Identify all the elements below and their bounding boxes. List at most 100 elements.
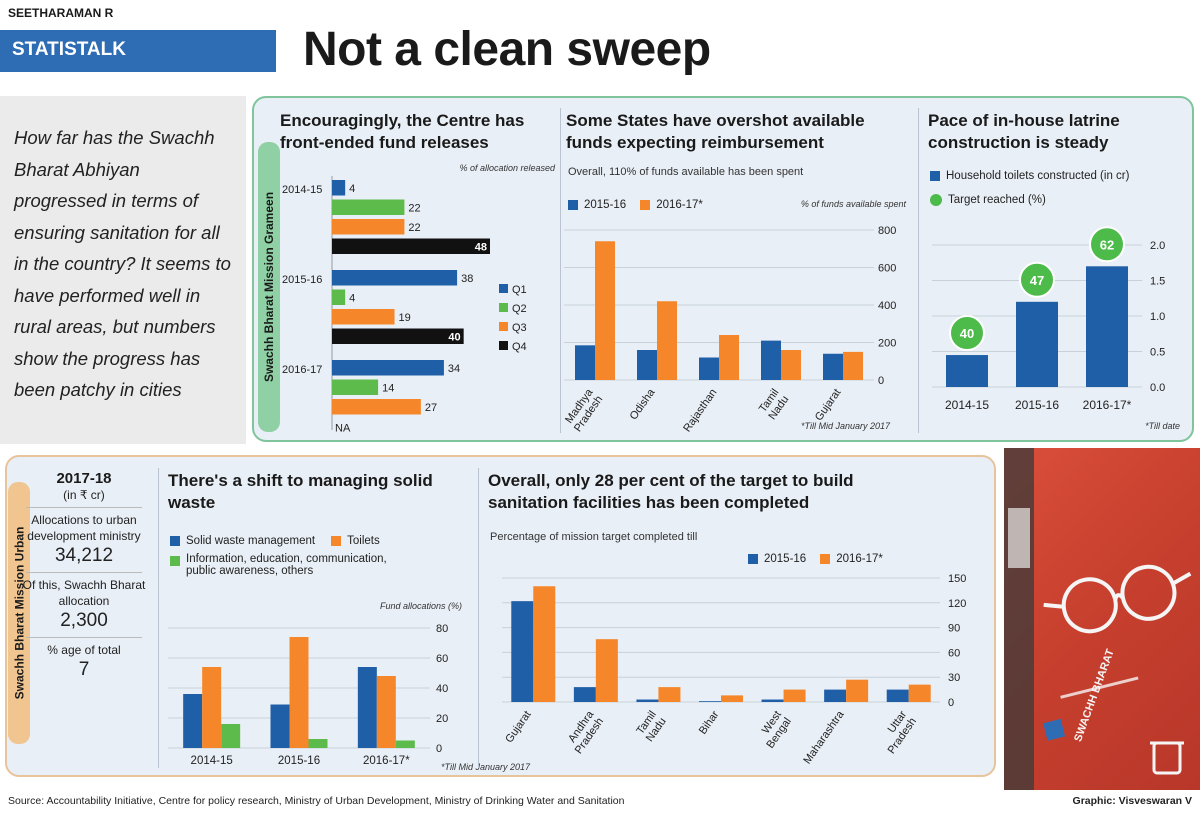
category-label-line: Bihar xyxy=(697,709,722,737)
tick-label: 400 xyxy=(878,300,896,312)
legend-target-reached: Target reached (%) xyxy=(930,194,1129,206)
legend-swatch xyxy=(748,554,758,564)
bar xyxy=(511,601,534,702)
bar xyxy=(886,689,909,702)
category-label: WestBengal xyxy=(755,709,794,751)
tick-label: 60 xyxy=(948,647,960,659)
bar xyxy=(721,695,743,702)
latrines-chart: 0.0 0.5 1.0 1.5 2.0 40 2014-15 47 2015-16 62 2016-… xyxy=(932,226,1165,412)
category-label: 2016-17* xyxy=(1083,398,1132,412)
category-label: Gujarat xyxy=(813,387,844,423)
category-label: 2015-16 xyxy=(278,755,320,767)
solid-waste-axis-note: Fund allocations (%) xyxy=(379,601,462,611)
solid-waste-chart: 0 20 40 60 80 2014-15 2015-16 2016-17* xyxy=(168,623,448,767)
legend-2016-17: 2016-17* xyxy=(640,199,703,211)
category-label-line: Gujarat xyxy=(813,387,844,423)
legend-swatch xyxy=(170,536,180,546)
bar xyxy=(332,199,405,215)
bar-label: 4 xyxy=(349,293,355,305)
bar xyxy=(657,301,677,380)
bar xyxy=(332,309,395,325)
states-title: Some States have overshot available fund… xyxy=(566,111,865,152)
latrines-footnote: *Till date xyxy=(1145,421,1180,431)
graphic-credit: Graphic: Visveswaran V xyxy=(1072,795,1192,807)
bar-label: 40 xyxy=(448,332,460,344)
bar xyxy=(719,335,739,380)
urban-unit: (in ₹ cr) xyxy=(63,488,105,502)
bar xyxy=(332,379,379,395)
legend-swatch xyxy=(170,556,180,566)
byline: SEETHARAMAN R xyxy=(8,6,114,20)
category-label: Rajasthan xyxy=(681,387,719,434)
category-label: AndhraPradesh xyxy=(563,708,607,756)
bar xyxy=(595,241,615,380)
swachh-bharat-photo: SWACHH BHARAT xyxy=(1004,448,1200,790)
tick-label: 120 xyxy=(948,598,966,610)
legend-label: Q4 xyxy=(512,341,527,353)
bar-label: 34 xyxy=(448,363,460,375)
bar-label: 4 xyxy=(349,183,355,195)
bar xyxy=(308,739,328,748)
tick-label: 60 xyxy=(436,653,448,665)
bar xyxy=(395,740,415,748)
legend-swatch xyxy=(331,536,342,546)
target-circle xyxy=(1089,226,1125,263)
bar xyxy=(658,687,681,702)
tick-label: 2.0 xyxy=(1150,240,1165,252)
legend-swatch xyxy=(568,200,578,210)
fund-releases-title: Encouragingly, the Centre has front-ende… xyxy=(280,111,525,152)
bar xyxy=(781,350,801,380)
bar xyxy=(908,684,931,702)
tick-label: 80 xyxy=(436,623,448,635)
legend-swatch xyxy=(640,200,651,210)
bar xyxy=(699,701,721,702)
legend-swatch xyxy=(499,284,508,293)
bar xyxy=(221,724,241,748)
bar xyxy=(761,340,781,380)
fund-releases-chart: 2014-15 4 22 22 48 2015-16 38 4 19 40 2016-17 34 14 2… xyxy=(282,176,527,435)
tick-label: 0 xyxy=(878,375,884,387)
states-legend: 2015-16 2016-17* xyxy=(568,199,703,211)
rule xyxy=(26,637,142,638)
bar xyxy=(357,667,377,748)
category-label: Bihar xyxy=(697,709,722,737)
urban-label: Swachh Bharat Mission Urban xyxy=(8,482,30,744)
bar-label: 38 xyxy=(461,273,473,285)
category-label: TamilNadu xyxy=(634,709,669,744)
legend-iec: Information, education, communication, p… xyxy=(170,553,415,577)
bar xyxy=(332,360,444,376)
states-axis-note: % of funds available spent xyxy=(800,199,906,209)
photo-text: SWACHH BHARAT xyxy=(1072,647,1117,743)
bar xyxy=(332,399,421,415)
latrines-title: Pace of in-house latrine construction is… xyxy=(928,111,1120,152)
grameen-label: Swachh Bharat Mission Grameen xyxy=(258,142,280,432)
divider-3 xyxy=(158,468,159,768)
legend-solid-waste: Solid waste management xyxy=(170,535,315,547)
pct-label: % age of total xyxy=(47,643,121,657)
bar xyxy=(946,355,988,387)
legend-swatch xyxy=(499,322,508,331)
bar xyxy=(575,345,595,380)
sb-value: 2,300 xyxy=(60,610,108,631)
legend-swatch xyxy=(820,554,831,564)
bar xyxy=(376,676,396,748)
bar xyxy=(332,180,346,196)
category-label: 2016-17 xyxy=(282,364,322,376)
legend-2015-16: 2015-16 xyxy=(748,553,806,565)
bar-label: NA xyxy=(335,423,351,435)
target-subtitle: Percentage of mission target completed t… xyxy=(490,531,698,543)
section-tag: STATISTALK xyxy=(0,30,276,72)
category-label-line: Gujarat xyxy=(503,709,534,745)
bar xyxy=(823,353,843,380)
bar-label: 27 xyxy=(425,402,437,414)
legend-2016-17: 2016-17* xyxy=(820,553,883,565)
legend-label: Q1 xyxy=(512,284,527,296)
bar xyxy=(332,270,458,286)
alloc-value: 34,212 xyxy=(54,545,114,566)
intro-text: How far has the Swachh Bharat Abhiyan pr… xyxy=(0,96,246,444)
pct-value: 7 xyxy=(78,659,90,680)
legend-label: Q2 xyxy=(512,303,527,315)
bar xyxy=(202,667,222,748)
divider-2 xyxy=(918,108,919,433)
target-circle xyxy=(949,315,985,352)
